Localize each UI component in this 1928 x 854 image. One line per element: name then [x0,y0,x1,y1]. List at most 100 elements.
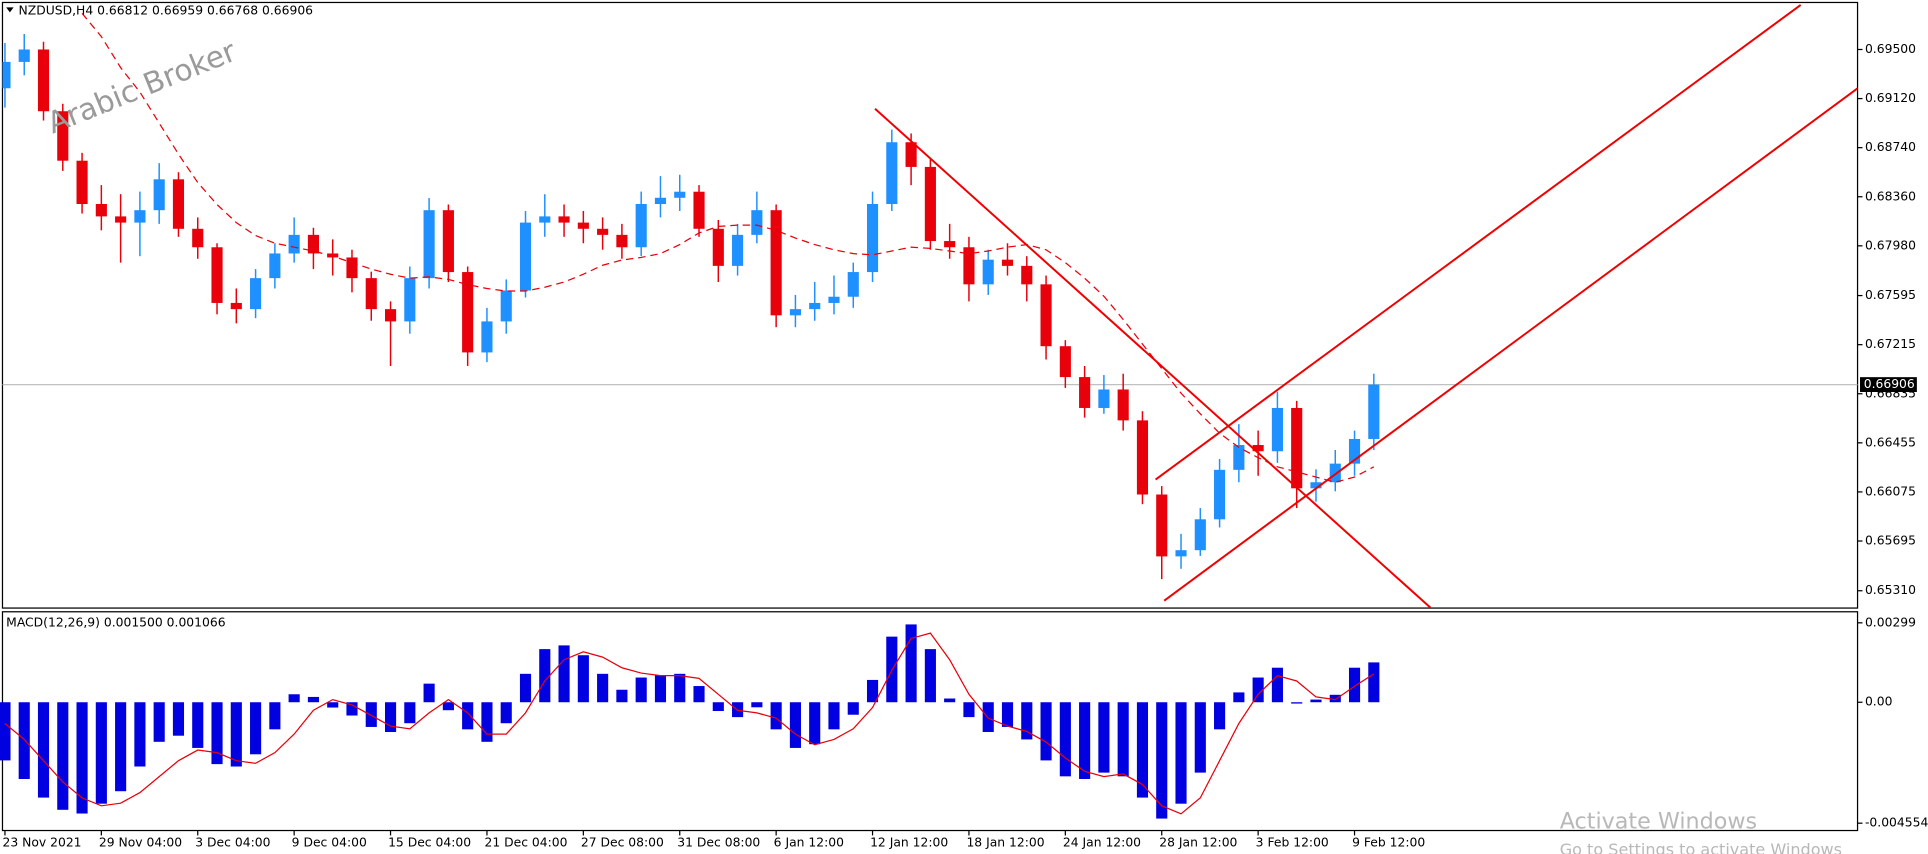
macd-bar [115,702,127,792]
macd-bar [288,694,300,703]
last-price-label: 0.66906 [1864,377,1915,391]
macd-bar [134,702,146,767]
macd-bar [1079,702,1091,779]
channel-line [1154,4,1802,481]
macd-bar [1156,702,1168,819]
candle-body [866,203,879,273]
candle-body [963,247,975,285]
candle-body [809,302,821,310]
candle-body [57,111,69,161]
candle-body [76,160,88,204]
x-tick-label: 3 Dec 04:00 [195,835,270,849]
macd-bar [1098,702,1110,773]
candle-body [134,210,146,223]
y-tick-label: 0.69120 [1865,91,1916,105]
x-tick-label: 9 Feb 12:00 [1352,835,1425,849]
candle-body [1001,259,1014,266]
candle-body [732,234,744,266]
x-tick-label: 21 Dec 04:00 [484,835,567,849]
candle-body [1136,420,1149,495]
y-tick-label: 0.66075 [1865,484,1916,498]
macd-bar [57,702,69,810]
macd-bar [1233,692,1245,703]
macd-bar [269,702,281,730]
macd-bar [654,675,667,703]
macd-bar [192,702,204,748]
macd-bar [384,702,397,732]
candle-body [384,309,397,322]
macd-bar [770,702,782,730]
macd-bar [365,702,377,727]
candle-body [269,253,281,279]
macd-bar [1175,702,1187,804]
y-tick-label: 0.67980 [1865,238,1916,252]
candle-body [307,234,319,254]
activation-title: Activate Windows [1560,808,1757,834]
macd-bar [1368,662,1380,703]
candle-body [2,61,11,89]
x-tick-label: 3 Feb 12:00 [1256,835,1329,849]
macd-bar [172,702,185,736]
macd-bar [1059,702,1071,777]
y-tick-label: 0.67215 [1865,337,1916,351]
macd-bar [153,702,165,742]
trend-line [874,108,1433,609]
x-tick-label: 28 Jan 12:00 [1159,835,1237,849]
candle-body [346,257,358,279]
macd-bar [1040,702,1052,761]
candle-body [1291,407,1303,489]
y-tick-label: 0.66455 [1865,435,1916,449]
menu-arrow[interactable] [6,7,14,13]
signal-line [4,632,1375,815]
candle-body [481,321,493,353]
macd-bar [307,696,319,703]
y-tick-label: 0.68740 [1865,140,1916,154]
macd-bar [751,702,763,708]
macd-bar [693,686,705,703]
macd-bar [674,673,686,703]
symbol-header: NZDUSD,H4 0.66812 0.66959 0.66768 0.6690… [19,4,314,18]
macd-bar [866,679,879,703]
candle-body [365,278,377,310]
candle-body [288,234,300,254]
macd-bar [462,702,474,730]
candle-body [519,222,532,291]
candle-body [423,210,435,279]
candle-body [153,179,165,211]
macd-bar [0,702,11,761]
candle-body [693,191,705,229]
macd-bar [404,702,416,724]
macd-bar [1348,667,1361,703]
candle-body [1175,550,1187,557]
macd-bar [577,655,589,703]
candle-body [1040,284,1052,347]
x-tick-label: 15 Dec 04:00 [388,835,471,849]
macd-bar [847,702,859,715]
macd-bar [423,683,435,703]
candle-body [924,166,936,242]
macd-bar [809,702,821,745]
macd-bar [558,645,570,703]
candle-body [18,49,30,62]
macd-bar [346,702,358,716]
candle-body [192,228,204,248]
candle-body [770,210,782,316]
x-tick-label: 6 Jan 12:00 [774,835,844,849]
candle-body [847,272,859,297]
candle-body [1021,265,1033,285]
candle-body [1233,445,1245,470]
macd-bar [230,702,242,767]
candle-body [1368,384,1380,439]
candle-body [886,142,898,204]
candle-body [1348,438,1361,464]
x-tick-label: 24 Jan 12:00 [1063,835,1141,849]
macd-title: MACD(12,26,9) 0.001500 0.001066 [6,615,226,629]
candle-body [95,203,107,217]
candle-body [1252,445,1264,452]
candle-body [616,234,628,248]
macd-bar [944,698,956,703]
y-tick-label: 0.65695 [1865,534,1916,548]
x-tick-label: 18 Jan 12:00 [966,835,1044,849]
candle-body [828,296,840,303]
macd-bar [95,702,107,804]
